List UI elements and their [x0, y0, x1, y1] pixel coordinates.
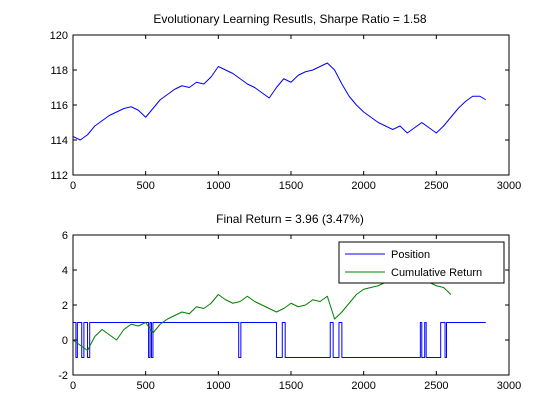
plot-area: [73, 62, 487, 141]
x-tick-label: 1000: [206, 180, 230, 192]
x-tick-label: 0: [70, 180, 76, 192]
chart-title: Final Return = 3.96 (3.47%): [216, 212, 364, 226]
position-line: [73, 322, 486, 358]
series-0-line: [73, 62, 487, 141]
chart-title: Evolutionary Learning Resutls, Sharpe Ra…: [153, 12, 426, 26]
x-tick-label: 500: [136, 380, 154, 392]
x-tick-label: 2000: [351, 180, 375, 192]
y-tick-label: 112: [50, 170, 68, 182]
x-tick-label: 0: [70, 380, 76, 392]
y-tick-label: 118: [50, 65, 68, 77]
x-tick-label: 500: [136, 180, 154, 192]
x-tick-label: 1500: [279, 180, 303, 192]
axis-ticks: 0 500 1000 1500 2000 2500 3000 112 114 116 118 120: [50, 30, 522, 192]
x-tick-label: 1000: [206, 380, 230, 392]
x-tick-label: 2500: [424, 380, 448, 392]
y-tick-label: 6: [62, 230, 68, 242]
return-chart: Final Return = 3.96 (3.47%) 0 500 1000 1500…: [58, 212, 521, 392]
y-tick-label: 116: [50, 100, 68, 112]
legend-box: [338, 241, 505, 284]
y-tick-label: 120: [50, 30, 68, 42]
y-tick-label: 4: [62, 265, 68, 277]
x-tick-label: 2000: [351, 380, 375, 392]
y-tick-label: 0: [62, 335, 68, 347]
x-tick-label: 1500: [279, 380, 303, 392]
legend-label-cumulative-return: Cumulative Return: [391, 267, 482, 279]
y-tick-label: -2: [58, 370, 68, 382]
series-layer: [73, 62, 487, 141]
x-tick-label: 3000: [497, 180, 521, 192]
y-tick-label: 2: [62, 300, 68, 312]
legend: Position Cumulative Return: [338, 241, 505, 284]
legend-label-position: Position: [391, 249, 430, 261]
price-chart: Evolutionary Learning Resutls, Sharpe Ra…: [50, 12, 522, 192]
x-tick-label: 3000: [497, 380, 521, 392]
x-tick-label: 2500: [424, 180, 448, 192]
y-tick-label: 114: [50, 135, 68, 147]
